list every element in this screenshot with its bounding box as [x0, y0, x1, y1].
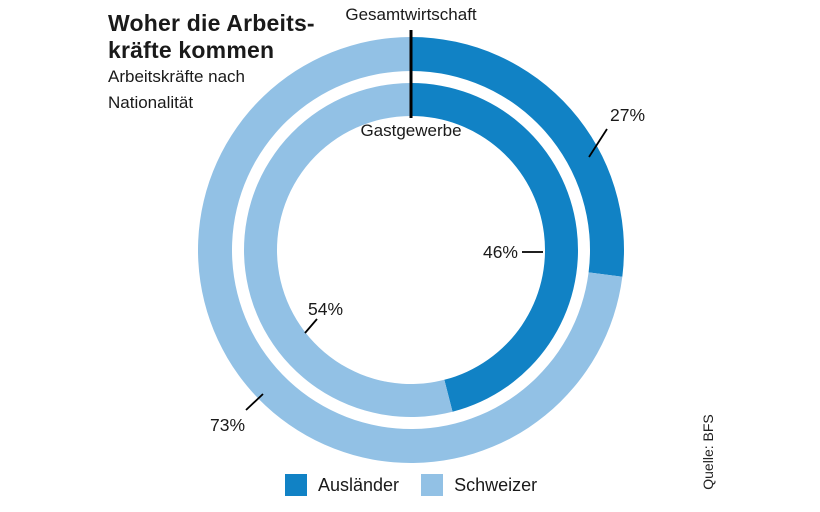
segment-gastgewerbe-ausländer [411, 83, 579, 412]
segment-gastgewerbe-schweizer [244, 83, 453, 417]
value-label-gesamtwirtschaft-schweizer: 73% [210, 415, 246, 435]
chart-title: Woher die Arbeits- kräfte kommen [108, 10, 315, 63]
outer-ring-label: Gesamtwirtschaft [345, 5, 477, 24]
legend: Ausländer Schweizer [285, 474, 537, 496]
legend-swatch-auslaender [285, 474, 307, 496]
legend-item-auslaender: Ausländer [285, 474, 399, 496]
source-note: Quelle: BFS [700, 414, 716, 490]
segment-gesamtwirtschaft-ausländer [411, 37, 625, 277]
leader-line-54 [304, 318, 318, 334]
value-label-gastgewerbe-schweizer: 54% [308, 299, 344, 319]
value-label-gesamtwirtschaft-auslaender: 27% [610, 105, 646, 125]
value-label-gastgewerbe-auslaender: 46% [482, 242, 518, 262]
donut-rings [197, 37, 625, 464]
legend-item-schweizer: Schweizer [421, 474, 537, 496]
leader-line-27 [588, 128, 608, 158]
legend-label-schweizer: Schweizer [454, 474, 538, 495]
chart-subtitle: Arbeitskräfte nach Nationalität [108, 67, 246, 113]
legend-swatch-schweizer [421, 474, 444, 496]
inner-ring-label: Gastgewerbe [360, 121, 462, 140]
leader-line-73 [245, 393, 264, 411]
chart-lines [245, 30, 608, 411]
legend-label-auslaender: Ausländer [318, 474, 400, 495]
